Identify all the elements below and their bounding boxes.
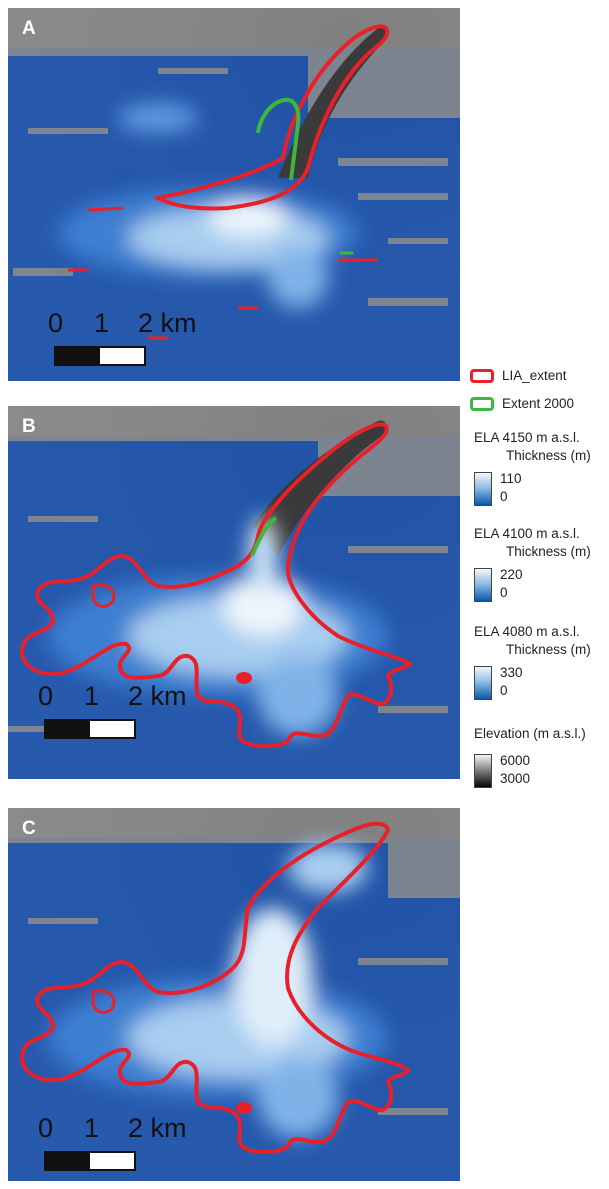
scale-tick-2: 2 km bbox=[128, 1113, 187, 1143]
legend-lia-label: LIA_extent bbox=[502, 368, 567, 383]
legend-ela4150-sub: Thickness (m) bbox=[506, 448, 591, 463]
lia-outline-c bbox=[20, 821, 411, 1155]
legend-elevation-title: Elevation (m a.s.l.) bbox=[474, 726, 586, 741]
legend-elevation-ramp bbox=[474, 754, 492, 788]
extent-2000-swatch bbox=[470, 396, 494, 411]
legend-ela4150-min: 0 bbox=[500, 489, 508, 504]
legend-ela4080-max: 330 bbox=[500, 665, 523, 680]
panel-label-c: C bbox=[22, 818, 36, 839]
lia-swatch bbox=[470, 368, 494, 383]
legend-ela4100-max: 220 bbox=[500, 567, 523, 582]
legend-ela4100-ramp bbox=[474, 568, 492, 602]
scale-tick-2: 2 km bbox=[128, 681, 187, 711]
scale-tick-1: 1 bbox=[84, 1113, 100, 1143]
scale-tick-0: 0 bbox=[48, 308, 64, 338]
legend-ela4150-title: ELA 4150 m a.s.l. bbox=[474, 430, 580, 445]
legend-item-lia: LIA_extent bbox=[470, 368, 567, 383]
scale-tick-0: 0 bbox=[38, 681, 54, 711]
panel-label-b: B bbox=[22, 416, 36, 437]
legend-ela4100-min: 0 bbox=[500, 585, 508, 600]
panel-label-a: A bbox=[22, 18, 36, 39]
legend-ela4080-title: ELA 4080 m a.s.l. bbox=[474, 624, 580, 639]
lia-outline-b bbox=[20, 422, 414, 749]
lia-outline-a bbox=[152, 24, 390, 211]
legend-item-extent2000: Extent 2000 bbox=[470, 396, 574, 411]
map-panel-c: C 0 1 2 km bbox=[8, 808, 460, 1181]
map-panel-a: A 0 1 2 km bbox=[8, 8, 460, 381]
legend-ela4080-ramp bbox=[474, 666, 492, 700]
legend-elevation-max: 6000 bbox=[500, 753, 531, 768]
legend-ela4150-max: 110 bbox=[500, 471, 522, 486]
map-panel-b: B 0 1 2 km bbox=[8, 406, 460, 779]
legend-elevation-min: 3000 bbox=[500, 771, 531, 786]
legend-extent2000-label: Extent 2000 bbox=[502, 396, 575, 411]
legend-ela4150-ramp bbox=[474, 472, 492, 506]
legend-ela4080-sub: Thickness (m) bbox=[506, 642, 591, 657]
scale-tick-0: 0 bbox=[38, 1113, 54, 1143]
legend-ela4100-title: ELA 4100 m a.s.l. bbox=[474, 526, 580, 541]
map-c-graphic bbox=[8, 808, 460, 1181]
map-a-graphic bbox=[8, 8, 460, 381]
extent-2000-outline-a bbox=[256, 97, 301, 181]
scale-tick-2: 2 km bbox=[138, 308, 197, 338]
extent-2000-outline-b bbox=[250, 516, 278, 557]
scale-tick-1: 1 bbox=[84, 681, 100, 711]
legend-ela4100-sub: Thickness (m) bbox=[506, 544, 591, 559]
legend-ela4080-min: 0 bbox=[500, 683, 508, 698]
scale-tick-1: 1 bbox=[94, 308, 110, 338]
